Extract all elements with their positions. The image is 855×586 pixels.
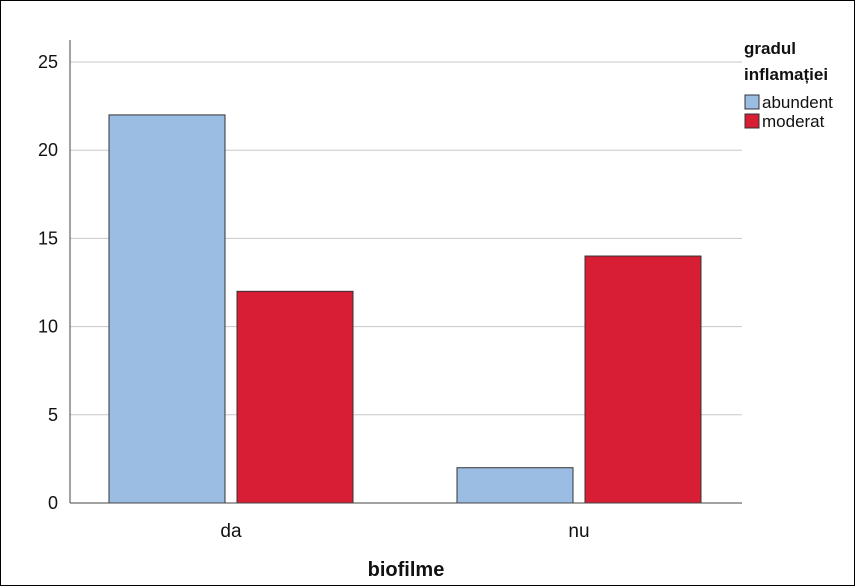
y-tick-label: 5 — [48, 405, 58, 425]
y-tick-label: 25 — [38, 52, 58, 72]
legend-title-line-2: inflamației — [744, 65, 828, 84]
bar-moderat-nu — [584, 255, 702, 504]
x-tick-label: nu — [568, 521, 589, 542]
legend-swatch-moderat — [744, 113, 760, 129]
y-tick-label: 10 — [38, 317, 58, 337]
x-tick-labels: da nu — [220, 521, 589, 542]
legend-label-abundent: abundent — [762, 93, 833, 112]
legend-label-moderat: moderat — [762, 112, 825, 131]
y-tick-label: 0 — [48, 493, 58, 513]
x-axis-label: biofilme — [368, 559, 445, 581]
bar-moderat-da — [236, 290, 354, 504]
bars — [108, 114, 702, 504]
y-tick-labels: 0 5 10 15 20 25 — [38, 52, 58, 513]
legend-swatch-abundent — [744, 94, 760, 110]
bar-abundent-da — [108, 114, 226, 504]
legend-title-line-1: gradul — [744, 39, 796, 58]
y-tick-label: 15 — [38, 228, 58, 248]
y-tick-label: 20 — [38, 140, 58, 160]
bar-abundent-nu — [456, 467, 574, 504]
axes — [69, 40, 742, 504]
x-tick-label: da — [220, 521, 242, 542]
